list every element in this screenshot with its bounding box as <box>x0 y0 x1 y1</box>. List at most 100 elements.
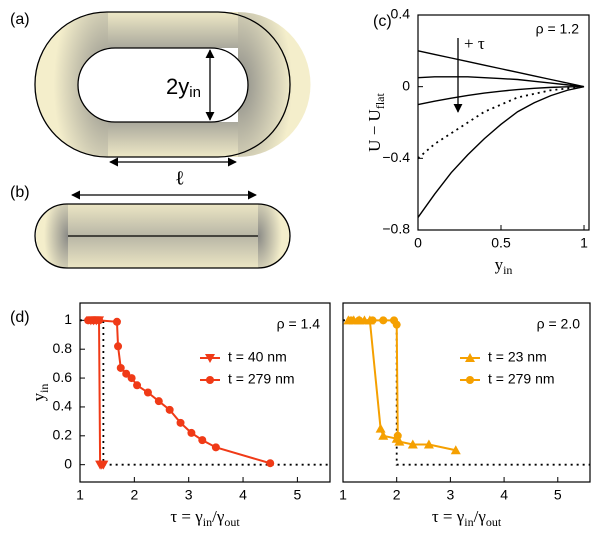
marker <box>392 320 401 329</box>
annotation: ρ = 1.2 <box>536 21 580 37</box>
cap <box>238 12 311 157</box>
cap <box>258 204 290 268</box>
legend-label: t = 279 nm <box>228 371 295 387</box>
y-tick-label: 0 <box>64 455 72 471</box>
x-tick-label: 4 <box>239 487 247 503</box>
diagram-a: 2yin (a) <box>10 11 311 167</box>
panel-label: (b) <box>10 184 30 201</box>
x-tick-label: 2 <box>393 487 401 503</box>
marker <box>407 439 418 449</box>
marker <box>205 354 215 363</box>
x-tick-label: 3 <box>446 487 454 503</box>
x-tick-label: 1 <box>76 487 84 503</box>
label-part: out <box>224 515 240 529</box>
plot-frame <box>342 302 591 483</box>
label-part: in <box>464 515 473 529</box>
marker <box>368 316 377 325</box>
x-tick-label: 1 <box>339 487 347 503</box>
label-part: flat <box>373 93 387 110</box>
series-line <box>88 319 271 465</box>
marker <box>114 342 123 351</box>
series-line <box>417 85 585 106</box>
plot-frame <box>417 14 590 231</box>
series-line <box>417 85 585 218</box>
y-tick-label: 1 <box>64 311 72 327</box>
marker <box>355 316 364 325</box>
marker <box>375 423 386 433</box>
y-tick-label: 0.2 <box>53 427 73 443</box>
marker <box>206 376 214 384</box>
x-tick-label: 2 <box>130 487 138 503</box>
series-line <box>348 319 456 452</box>
x-axis-label: τ = γin/γout <box>432 507 502 529</box>
legend-label: t = 40 nm <box>228 349 287 365</box>
y-tick-label: 0 <box>402 77 410 93</box>
legend-label: t = 23 nm <box>488 349 547 365</box>
panel-label: (d) <box>10 309 30 326</box>
marker <box>127 374 136 383</box>
label-part: τ = γ <box>432 507 465 526</box>
marker <box>154 397 163 406</box>
annotation: + τ <box>464 34 485 53</box>
marker <box>378 430 389 440</box>
length-label: ℓ <box>175 168 185 190</box>
marker <box>393 431 402 440</box>
y-tick-label: 0.4 <box>391 6 411 22</box>
marker <box>379 316 388 325</box>
marker <box>466 376 474 384</box>
x-tick-label: 1 <box>580 235 588 251</box>
series-line <box>417 50 585 88</box>
series-line <box>351 319 399 436</box>
y-axis-label: yin <box>29 384 51 402</box>
y-tick-label: 0.8 <box>53 340 73 356</box>
marker <box>465 353 475 362</box>
marker <box>187 428 196 437</box>
x-tick-label: 0.5 <box>491 235 511 251</box>
y-tick-label: 0.6 <box>53 369 73 385</box>
x-tick-label: 4 <box>500 487 508 503</box>
marker <box>143 388 152 397</box>
panel-label: (c) <box>373 13 392 30</box>
series-line <box>417 76 585 88</box>
label-part: τ = γ <box>170 507 203 526</box>
label-part: out <box>486 515 502 529</box>
series-line <box>90 319 104 466</box>
width-label: 2yin <box>166 74 201 101</box>
x-tick-label: 3 <box>185 487 193 503</box>
annotation: ρ = 1.4 <box>277 316 321 332</box>
label-part: y <box>29 392 48 401</box>
marker <box>450 445 461 455</box>
label-part: U − U <box>365 109 384 152</box>
panel-label: (a) <box>10 11 30 28</box>
outline <box>34 11 291 158</box>
y-axis-label: U − Uflat <box>365 93 387 152</box>
cap <box>36 204 68 268</box>
label-part: in <box>37 384 51 393</box>
marker <box>347 316 356 325</box>
x-axis-label: τ = γin/γout <box>170 507 240 529</box>
strip <box>108 122 238 157</box>
marker <box>116 363 125 372</box>
hole <box>77 47 249 123</box>
label-part: in <box>503 263 512 277</box>
diagram-b: ℓ (b) <box>10 168 291 269</box>
cap <box>35 12 108 157</box>
x-tick-label: 5 <box>293 487 301 503</box>
marker <box>394 436 405 446</box>
x-axis-label: yin <box>495 255 513 277</box>
outline <box>34 203 291 269</box>
annotation: ρ = 2.0 <box>537 316 581 332</box>
marker <box>133 381 142 390</box>
y-tick-label: −0.8 <box>382 221 410 237</box>
label-part: in <box>203 515 212 529</box>
x-tick-label: 5 <box>554 487 562 503</box>
marker <box>112 317 121 326</box>
marker <box>122 369 131 378</box>
plot-frame <box>79 302 331 483</box>
marker <box>165 405 174 414</box>
marker <box>423 439 434 449</box>
marker <box>98 460 109 470</box>
marker <box>266 459 275 468</box>
series-line <box>417 85 585 160</box>
